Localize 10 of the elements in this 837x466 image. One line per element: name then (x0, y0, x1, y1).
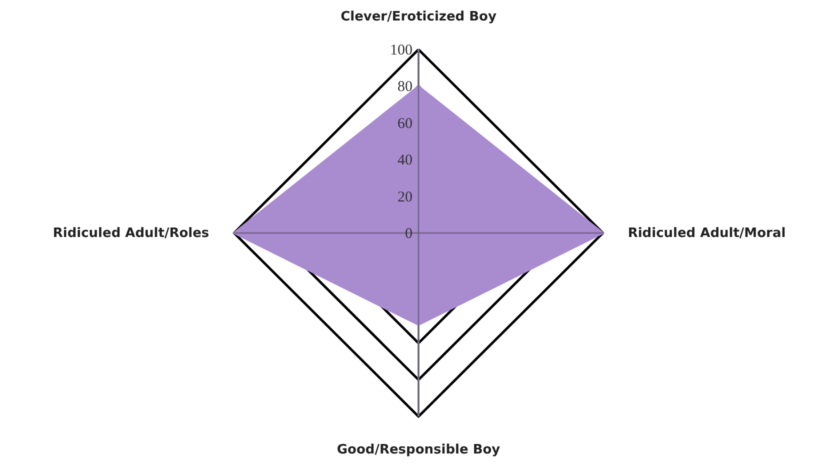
y-tick-label: 0 (405, 226, 412, 242)
y-tick-label: 20 (398, 189, 412, 206)
spoke-label: Ridiculed Adult/Moral (628, 226, 786, 241)
spoke-label: Clever/Eroticized Boy (340, 10, 497, 25)
spoke-label: Ridiculed Adult/Roles (52, 226, 210, 241)
y-tick-label: 100 (390, 42, 412, 59)
y-tick-label: 80 (398, 79, 412, 96)
y-tick-label: 40 (398, 152, 412, 169)
spoke-label: Good/Responsible Boy (336, 442, 501, 458)
y-tick-label: 60 (398, 116, 412, 132)
